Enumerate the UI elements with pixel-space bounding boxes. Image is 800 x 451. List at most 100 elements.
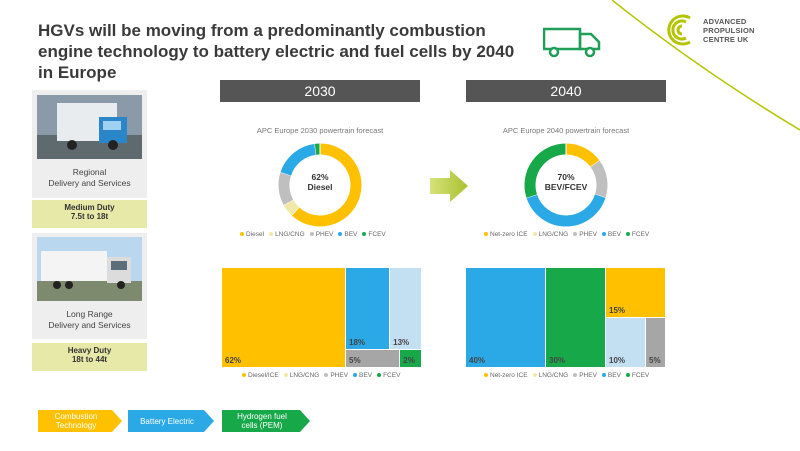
legend-label: FCEV — [383, 372, 401, 379]
footer-label-line-2: cells (PEM) — [241, 421, 283, 430]
donut-slice-bev — [526, 194, 606, 227]
apc-logo-text: ADVANCED PROPULSION CENTRE UK — [703, 17, 755, 44]
legend-item: BEV — [601, 231, 621, 238]
legend-item: FCEV — [625, 372, 649, 379]
year-header-2030: 2030 — [220, 80, 420, 102]
legend-item: BEV — [338, 231, 357, 238]
arrow-right-icon — [430, 170, 468, 202]
legend-swatch — [269, 232, 274, 237]
treemap-cell-lng: 5% — [346, 349, 400, 367]
legend-label: LNG/CNG — [275, 231, 305, 238]
legend-swatch — [601, 373, 606, 378]
legend-swatch — [377, 373, 382, 378]
legend-item: FCEV — [625, 231, 650, 238]
treemap-legend-2040: Net-zero ICE LNG/CNG PHEV BEV FCEV — [484, 372, 654, 379]
donut-slice-net-zero-ice — [565, 143, 600, 168]
footer-label-line-2: Technology — [55, 421, 97, 430]
legend-item: PHEV — [324, 372, 348, 379]
donut-legend-2030: Diesel LNG/CNG PHEV BEV FCEV — [240, 231, 391, 238]
donut-slice-lng-cng — [283, 199, 300, 216]
footer-label-line-1: Battery Electric — [140, 416, 194, 426]
treemap-cell-diesel: 62% — [222, 268, 345, 367]
treemap-value-label: 5% — [649, 356, 661, 365]
legend-swatch — [353, 373, 358, 378]
duty-title: Medium Duty — [64, 203, 115, 212]
treemap-value-label: 2% — [403, 355, 415, 365]
donut-center-value: 70% — [557, 172, 575, 182]
legend-item: BEV — [601, 372, 621, 379]
legend-item: PHEV — [309, 231, 334, 238]
treemap-cell-phev: 10% — [606, 318, 645, 367]
donut-title-2040: APC Europe 2040 powertrain forecast — [502, 126, 630, 135]
donut-slice-separator — [594, 193, 606, 199]
legend-label: PHEV — [330, 372, 349, 379]
segment-label-line-2: Delivery and Services — [48, 178, 131, 188]
legend-swatch — [573, 232, 578, 237]
treemap-cell-phev: 13% — [390, 268, 421, 349]
legend-label: FCEV — [368, 231, 386, 238]
donut-center-label: BEV/FCEV — [544, 182, 588, 192]
legend-item: BEV — [353, 372, 372, 379]
treemap-value-label: 5% — [349, 355, 361, 365]
treemap-2040: 40% 30% 15% 10% 5% — [466, 268, 666, 368]
legend-label: LNG/CNG — [538, 372, 569, 379]
footer-label-line-1: Hydrogen fuel — [237, 412, 287, 421]
segment-label-long-range: Long Range Delivery and Services — [32, 309, 147, 331]
donut-legend-2040: Net-zero ICE LNG/CNG PHEV BEV FCEV — [484, 231, 654, 238]
legend-swatch — [362, 232, 367, 237]
segment-label-line-1: Long Range — [66, 309, 113, 319]
treemap-cell-bev: 40% — [466, 268, 545, 367]
legend-label: Net-zero ICE — [490, 372, 528, 379]
treemap-value-label: 15% — [609, 306, 626, 315]
duty-range: 7.5t to 18t — [70, 212, 109, 221]
donut-slice-phev — [590, 160, 608, 198]
legend-item: Diesel/ICE — [242, 372, 279, 379]
legend-swatch — [625, 232, 630, 237]
duty-title: Heavy Duty — [67, 346, 112, 355]
legend-label: BEV — [607, 372, 621, 379]
treemap-2030: 62% 18% 13% 5% 2% — [222, 268, 422, 368]
logo-line-3: CENTRE UK — [703, 35, 749, 44]
segment-label-regional: Regional Delivery and Services — [32, 167, 147, 189]
legend-label: FCEV — [631, 231, 650, 238]
legend-swatch — [532, 373, 537, 378]
legend-item: PHEV — [573, 231, 597, 238]
donut-title-2030: APC Europe 2030 powertrain forecast — [256, 126, 384, 135]
legend-swatch — [532, 232, 537, 237]
legend-item: LNG/CNG — [269, 231, 305, 238]
legend-label: Diesel — [246, 231, 265, 238]
legend-swatch — [240, 232, 244, 237]
segment-card-regional: Regional Delivery and Services — [32, 90, 147, 198]
treemap-value-label: 40% — [469, 356, 486, 365]
legend-label: LNG/CNG — [289, 372, 320, 379]
legend-swatch — [242, 373, 246, 378]
legend-label: PHEV — [579, 231, 597, 238]
year-header-2040: 2040 — [466, 80, 666, 102]
treemap-legend-2030: Diesel/ICE LNG/CNG PHEV BEV FCEV — [242, 372, 405, 379]
donut-chart-2040 — [524, 143, 608, 227]
legend-item: Net-zero ICE — [484, 372, 528, 379]
legend-label: BEV — [607, 231, 621, 238]
treemap-cell-fcev: 2% — [400, 349, 421, 367]
footer-chevron-combustion: Combustion Technology — [38, 410, 122, 432]
legend-swatch — [484, 232, 488, 237]
apc-logo: ADVANCED PROPULSION CENTRE UK — [660, 12, 790, 52]
treemap-value-label: 18% — [349, 337, 366, 347]
donut-chart-2030 — [278, 143, 362, 227]
donut-slice-phev — [278, 172, 294, 205]
donut-slice-fcev — [524, 143, 567, 198]
segment-label-line-2: Delivery and Services — [48, 320, 131, 330]
legend-item: Diesel — [240, 231, 264, 238]
legend-item: LNG/CNG — [532, 372, 569, 379]
legend-label: Diesel/ICE — [248, 372, 279, 379]
duty-range: 18t to 44t — [71, 355, 108, 364]
treemap-value-label: 30% — [549, 356, 566, 365]
treemap-cell-net-zero-ice: 15% — [606, 268, 665, 317]
legend-label: PHEV — [315, 231, 334, 238]
legend-label: BEV — [359, 372, 373, 379]
legend-item: LNG/CNG — [532, 231, 569, 238]
donut-slice-diesel — [291, 143, 362, 227]
segment-card-long-range: Long Range Delivery and Services — [32, 233, 147, 339]
legend-label: LNG/CNG — [538, 231, 569, 238]
donut-center-value: 62% — [311, 172, 329, 182]
